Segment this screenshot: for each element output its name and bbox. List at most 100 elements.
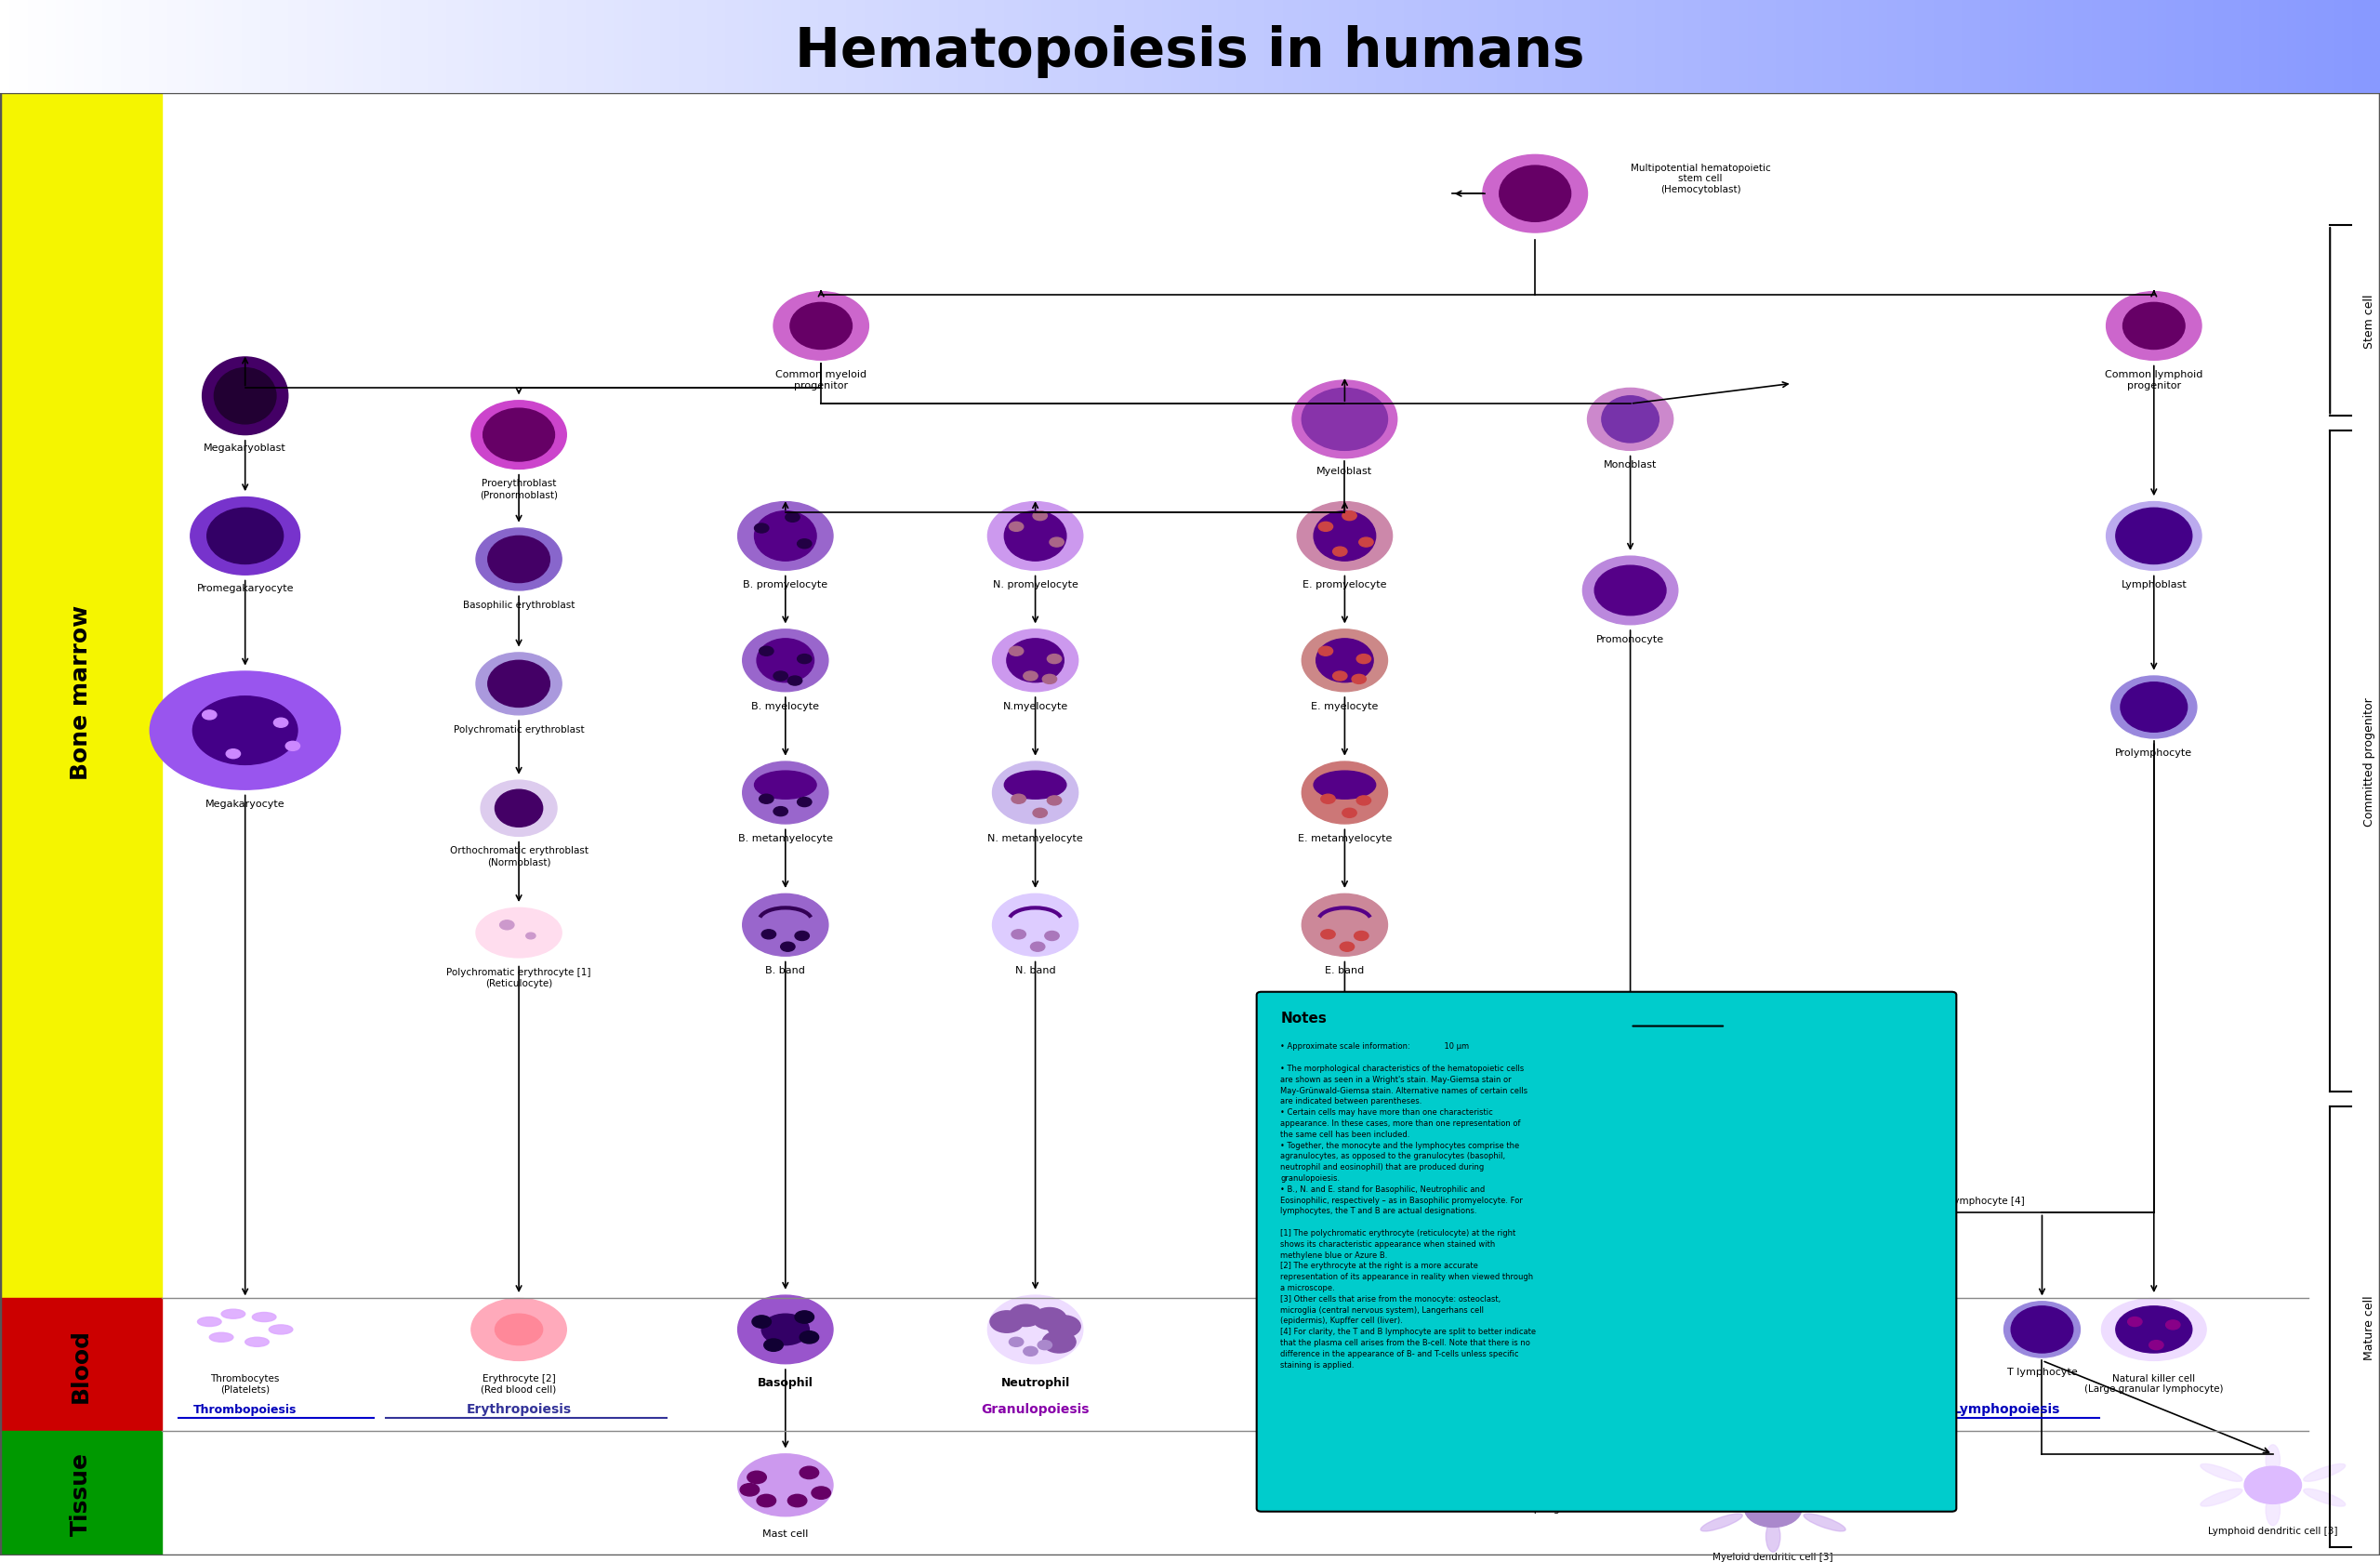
Ellipse shape [1483, 156, 1587, 233]
Text: Lymphoid dendritic cell [3]: Lymphoid dendritic cell [3] [2209, 1526, 2337, 1535]
Text: B. metamyelocyte: B. metamyelocyte [738, 834, 833, 843]
Ellipse shape [1316, 639, 1373, 683]
Text: E. band: E. band [1326, 965, 1364, 975]
Bar [0, 94, 162, 1298]
Ellipse shape [1752, 1434, 1818, 1484]
Ellipse shape [198, 1317, 221, 1326]
Ellipse shape [1047, 654, 1061, 664]
Ellipse shape [785, 514, 800, 523]
Text: Polychromatic erythroblast: Polychromatic erythroblast [455, 725, 583, 734]
Text: Eosinophil: Eosinophil [1311, 1376, 1378, 1389]
Ellipse shape [2244, 1467, 2301, 1504]
Ellipse shape [2121, 683, 2187, 733]
Text: Lymphopoiesis: Lymphopoiesis [1952, 1403, 2061, 1415]
Ellipse shape [2266, 1445, 2280, 1476]
Ellipse shape [1004, 772, 1066, 800]
Text: Macrophage: Macrophage [1504, 1504, 1566, 1514]
Ellipse shape [754, 772, 816, 800]
Ellipse shape [781, 942, 795, 951]
Text: • Approximate scale information:              10 µm

• The morphological charact: • Approximate scale information: 10 µm •… [1280, 1042, 1535, 1368]
Ellipse shape [1573, 1470, 1597, 1485]
Ellipse shape [1804, 1514, 1844, 1531]
Text: Bone marrow: Bone marrow [69, 604, 93, 779]
Text: E. metamyelocyte: E. metamyelocyte [1297, 834, 1392, 843]
Ellipse shape [476, 653, 562, 715]
Ellipse shape [488, 661, 550, 708]
Ellipse shape [2304, 1489, 2344, 1506]
FancyBboxPatch shape [1257, 992, 1956, 1512]
Ellipse shape [1042, 675, 1057, 684]
Ellipse shape [190, 498, 300, 575]
Ellipse shape [797, 798, 812, 808]
Ellipse shape [1578, 1292, 1683, 1367]
Ellipse shape [759, 647, 774, 656]
Ellipse shape [1009, 647, 1023, 656]
Text: Thrombocytes
(Platelets): Thrombocytes (Platelets) [209, 1373, 281, 1393]
Ellipse shape [500, 920, 514, 929]
Ellipse shape [1304, 1312, 1338, 1334]
Ellipse shape [762, 1314, 809, 1345]
Text: Granulopoiesis: Granulopoiesis [981, 1403, 1090, 1415]
Ellipse shape [1702, 1485, 1742, 1503]
Ellipse shape [495, 790, 543, 828]
Ellipse shape [1587, 389, 1673, 451]
Ellipse shape [1804, 1485, 1844, 1503]
Text: B. myelocyte: B. myelocyte [752, 701, 819, 711]
Ellipse shape [1302, 629, 1388, 692]
Text: N.myelocyte: N.myelocyte [1002, 701, 1069, 711]
Ellipse shape [1038, 1340, 1052, 1350]
Ellipse shape [800, 1331, 819, 1343]
Ellipse shape [1342, 809, 1357, 818]
Ellipse shape [738, 1454, 833, 1517]
Ellipse shape [1321, 795, 1335, 804]
Ellipse shape [754, 525, 769, 533]
Ellipse shape [774, 292, 869, 361]
Ellipse shape [1047, 1315, 1081, 1337]
Ellipse shape [797, 539, 812, 548]
Text: Prolymphocyte: Prolymphocyte [2116, 748, 2192, 758]
Text: Myeloblast: Myeloblast [1316, 467, 1373, 476]
Ellipse shape [1033, 1307, 1066, 1329]
Ellipse shape [1583, 556, 1678, 625]
Ellipse shape [202, 358, 288, 436]
Ellipse shape [193, 697, 298, 765]
Ellipse shape [476, 530, 562, 590]
Ellipse shape [2202, 1489, 2242, 1506]
Text: Promonocyte: Promonocyte [1597, 634, 1664, 644]
Ellipse shape [274, 719, 288, 728]
Text: Thrombopoiesis: Thrombopoiesis [193, 1403, 298, 1415]
Ellipse shape [1047, 797, 1061, 806]
Ellipse shape [1302, 893, 1388, 956]
Ellipse shape [1507, 1435, 1564, 1473]
Text: Hematopoiesis in humans: Hematopoiesis in humans [795, 25, 1585, 78]
Text: N. band: N. band [1014, 965, 1057, 975]
Ellipse shape [1595, 565, 1666, 615]
Text: Neutrophil: Neutrophil [1000, 1376, 1071, 1389]
Ellipse shape [743, 893, 828, 956]
Ellipse shape [286, 742, 300, 751]
Ellipse shape [992, 762, 1078, 825]
Ellipse shape [1342, 512, 1357, 522]
Text: Monoblast: Monoblast [1604, 461, 1656, 470]
Ellipse shape [1702, 1514, 1742, 1531]
Ellipse shape [1302, 389, 1388, 451]
Ellipse shape [774, 808, 788, 817]
Ellipse shape [269, 1325, 293, 1334]
Ellipse shape [1766, 1465, 1780, 1496]
Ellipse shape [1873, 1306, 1935, 1353]
Ellipse shape [488, 536, 550, 583]
Ellipse shape [2123, 303, 2185, 350]
Text: Myeloid dendritic cell [3]: Myeloid dendritic cell [3] [1714, 1553, 1833, 1562]
Text: E. promyelocyte: E. promyelocyte [1302, 580, 1388, 589]
Ellipse shape [788, 1495, 807, 1507]
Ellipse shape [1023, 1346, 1038, 1356]
Bar [0, 1431, 162, 1556]
Ellipse shape [2304, 1464, 2344, 1481]
Ellipse shape [221, 1309, 245, 1318]
Ellipse shape [1033, 512, 1047, 522]
Ellipse shape [774, 672, 788, 681]
Ellipse shape [743, 629, 828, 692]
Text: Mast cell: Mast cell [762, 1529, 809, 1539]
Ellipse shape [2128, 1317, 2142, 1326]
Ellipse shape [1352, 675, 1366, 684]
